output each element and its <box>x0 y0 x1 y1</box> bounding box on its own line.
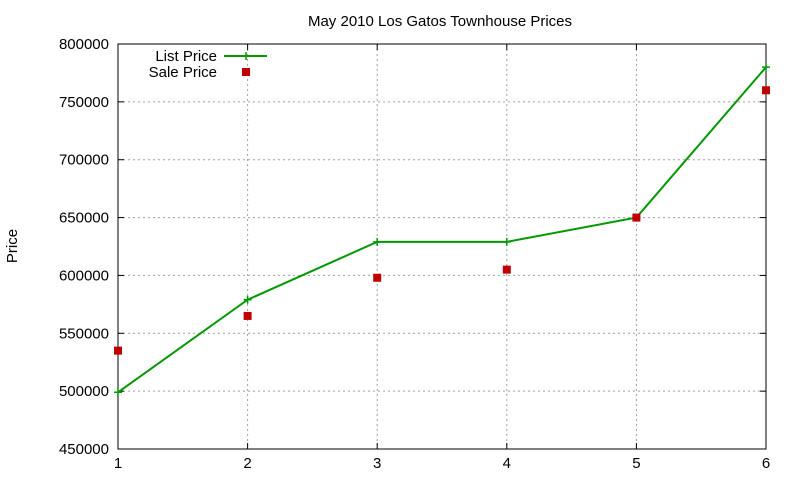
sale-price-point <box>632 213 641 222</box>
chart-title: May 2010 Los Gatos Townhouse Prices <box>308 13 572 30</box>
list-price-point <box>114 388 122 397</box>
y-tick-label: 450000 <box>59 441 109 458</box>
list-price-point <box>373 237 382 246</box>
list-price-point <box>762 63 770 72</box>
x-tick-label: 6 <box>762 455 770 472</box>
x-tick-label: 3 <box>373 455 381 472</box>
axes: 1 2 3 4 5 6 450000 500000 550000 600000 650000 7000… <box>59 36 770 472</box>
y-tick-label: 650000 <box>59 210 109 227</box>
y-axis-label: Price <box>4 229 21 263</box>
list-price-legend-marker <box>242 52 250 60</box>
y-tick-label: 600000 <box>59 267 109 284</box>
sale-price-point <box>762 86 770 95</box>
x-tick-label: 4 <box>503 455 511 472</box>
y-tick-label: 800000 <box>59 36 109 53</box>
sale-price-point <box>114 346 122 355</box>
y-tick-label: 700000 <box>59 152 109 169</box>
x-tick-label: 2 <box>243 455 251 472</box>
y-tick-label: 500000 <box>59 383 109 400</box>
sale-price-legend-marker <box>242 68 250 76</box>
list-price-point <box>502 237 511 246</box>
sale-price-point <box>373 273 382 282</box>
grid-lines <box>118 44 766 449</box>
y-tick-label: 750000 <box>59 94 109 111</box>
x-tick-label: 1 <box>114 455 122 472</box>
y-tick-label: 550000 <box>59 325 109 342</box>
list-price-line <box>117 66 767 394</box>
list-price-point <box>243 295 252 304</box>
series <box>114 63 770 397</box>
x-tick-label: 5 <box>632 455 640 472</box>
sale-price-point <box>502 265 511 274</box>
sale-price-point <box>243 311 252 320</box>
plot-frame <box>117 43 767 450</box>
list-price-legend-label: List Price <box>155 48 217 65</box>
sale-price-legend-label: Sale Price <box>149 64 217 81</box>
